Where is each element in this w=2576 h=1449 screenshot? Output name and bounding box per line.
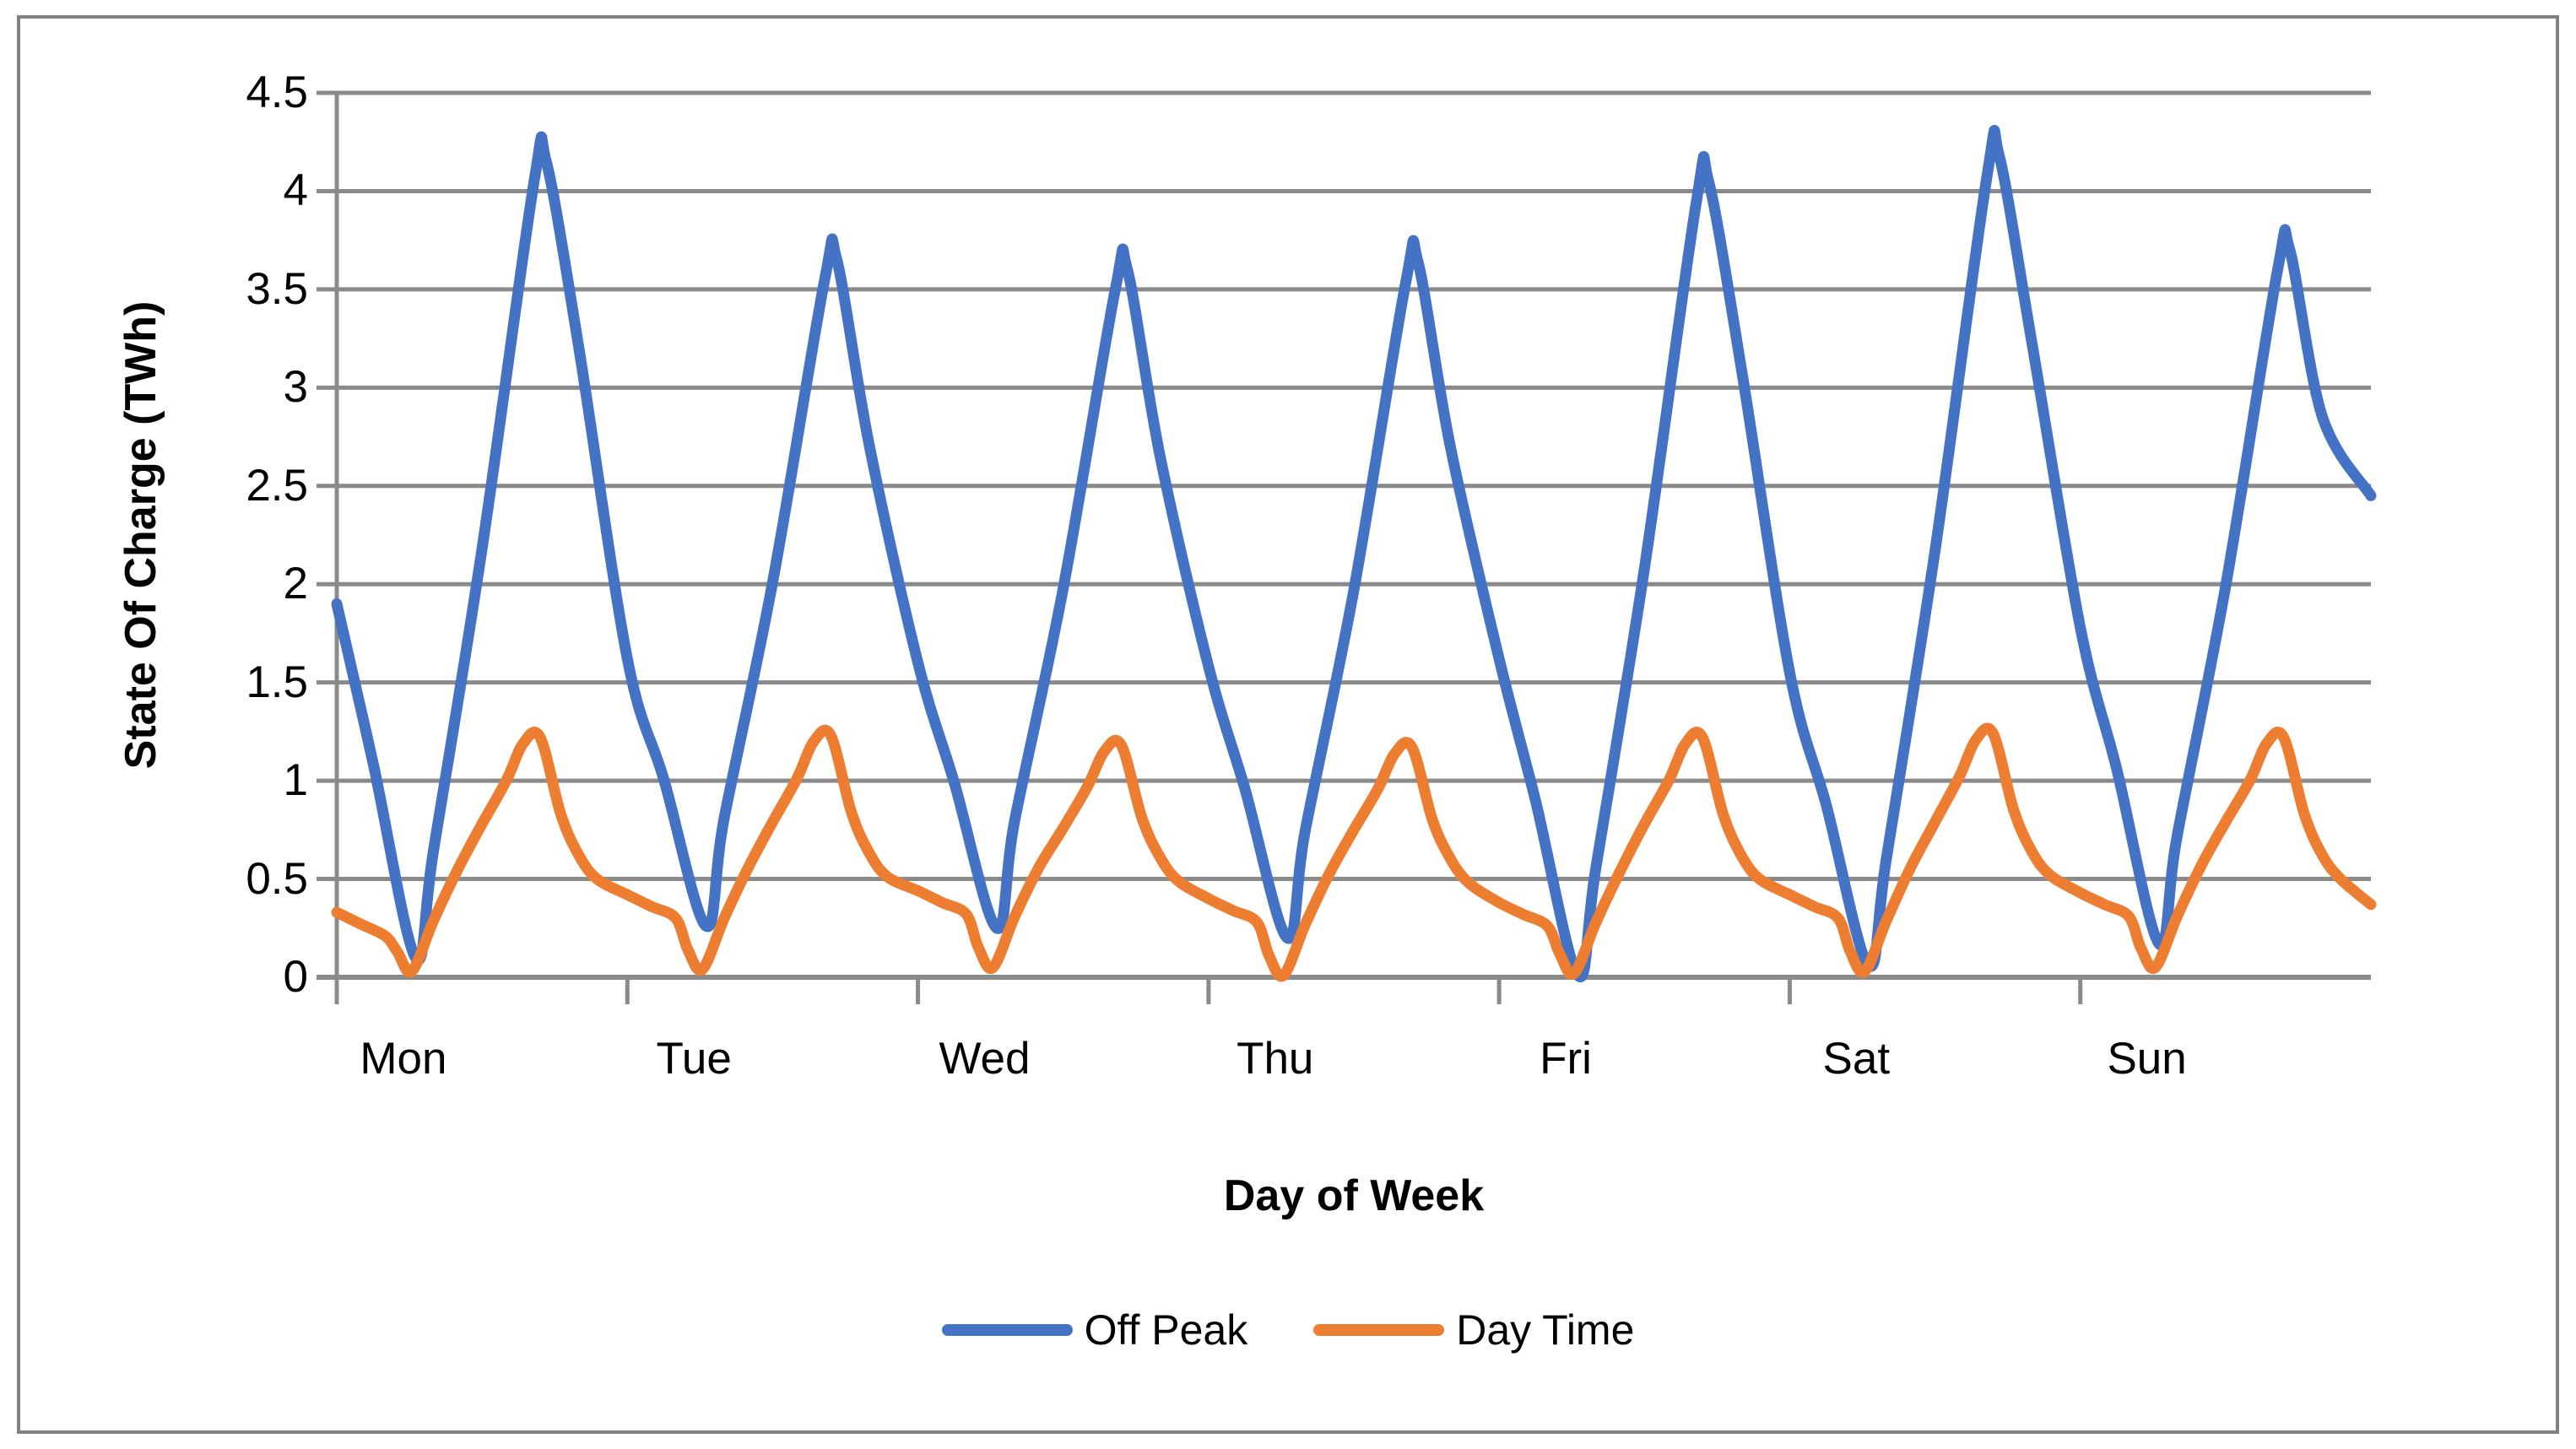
legend-item-off-peak: Off Peak bbox=[941, 1306, 1248, 1354]
chart-legend: Off Peak Day Time bbox=[0, 1300, 2576, 1360]
x-tick-label-thu: Thu bbox=[1237, 1034, 1314, 1084]
y-tick-label-4.5: 4.5 bbox=[246, 68, 308, 117]
series-line-off-peak bbox=[331, 125, 2377, 982]
y-tick-label-2.5: 2.5 bbox=[246, 460, 308, 511]
y-tick-label-4: 4 bbox=[283, 165, 308, 216]
x-tick-label-wed: Wed bbox=[939, 1034, 1031, 1084]
day-time-line-swatch bbox=[1313, 1324, 1445, 1336]
y-tick-label-1: 1 bbox=[283, 755, 308, 806]
off-peak-line-swatch bbox=[941, 1324, 1073, 1336]
x-tick-label-fri: Fri bbox=[1540, 1034, 1592, 1084]
x-axis-title: Day of Week bbox=[1223, 1171, 1485, 1220]
y-tick-label-0.5: 0.5 bbox=[246, 853, 308, 904]
x-tick-label-sat: Sat bbox=[1822, 1034, 1891, 1084]
y-tick-label-0: 0 bbox=[283, 952, 308, 1002]
legend-label-day-time: Day Time bbox=[1456, 1306, 1635, 1354]
legend-label-off-peak: Off Peak bbox=[1084, 1306, 1248, 1354]
x-tick-label-mon: Mon bbox=[360, 1034, 447, 1084]
legend-item-day-time: Day Time bbox=[1313, 1306, 1634, 1354]
y-tick-label-2: 2 bbox=[283, 559, 308, 609]
x-tick-label-sun: Sun bbox=[2107, 1034, 2187, 1084]
x-tick-label-tue: Tue bbox=[656, 1034, 732, 1084]
series-line-day-time bbox=[331, 722, 2377, 982]
y-tick-label-3: 3 bbox=[283, 362, 308, 413]
y-tick-label-3.5: 3.5 bbox=[246, 263, 308, 314]
chart-outer-border bbox=[17, 15, 2559, 1434]
y-axis-title: State Of Charge (TWh) bbox=[116, 300, 165, 770]
y-tick-label-1.5: 1.5 bbox=[246, 657, 308, 707]
